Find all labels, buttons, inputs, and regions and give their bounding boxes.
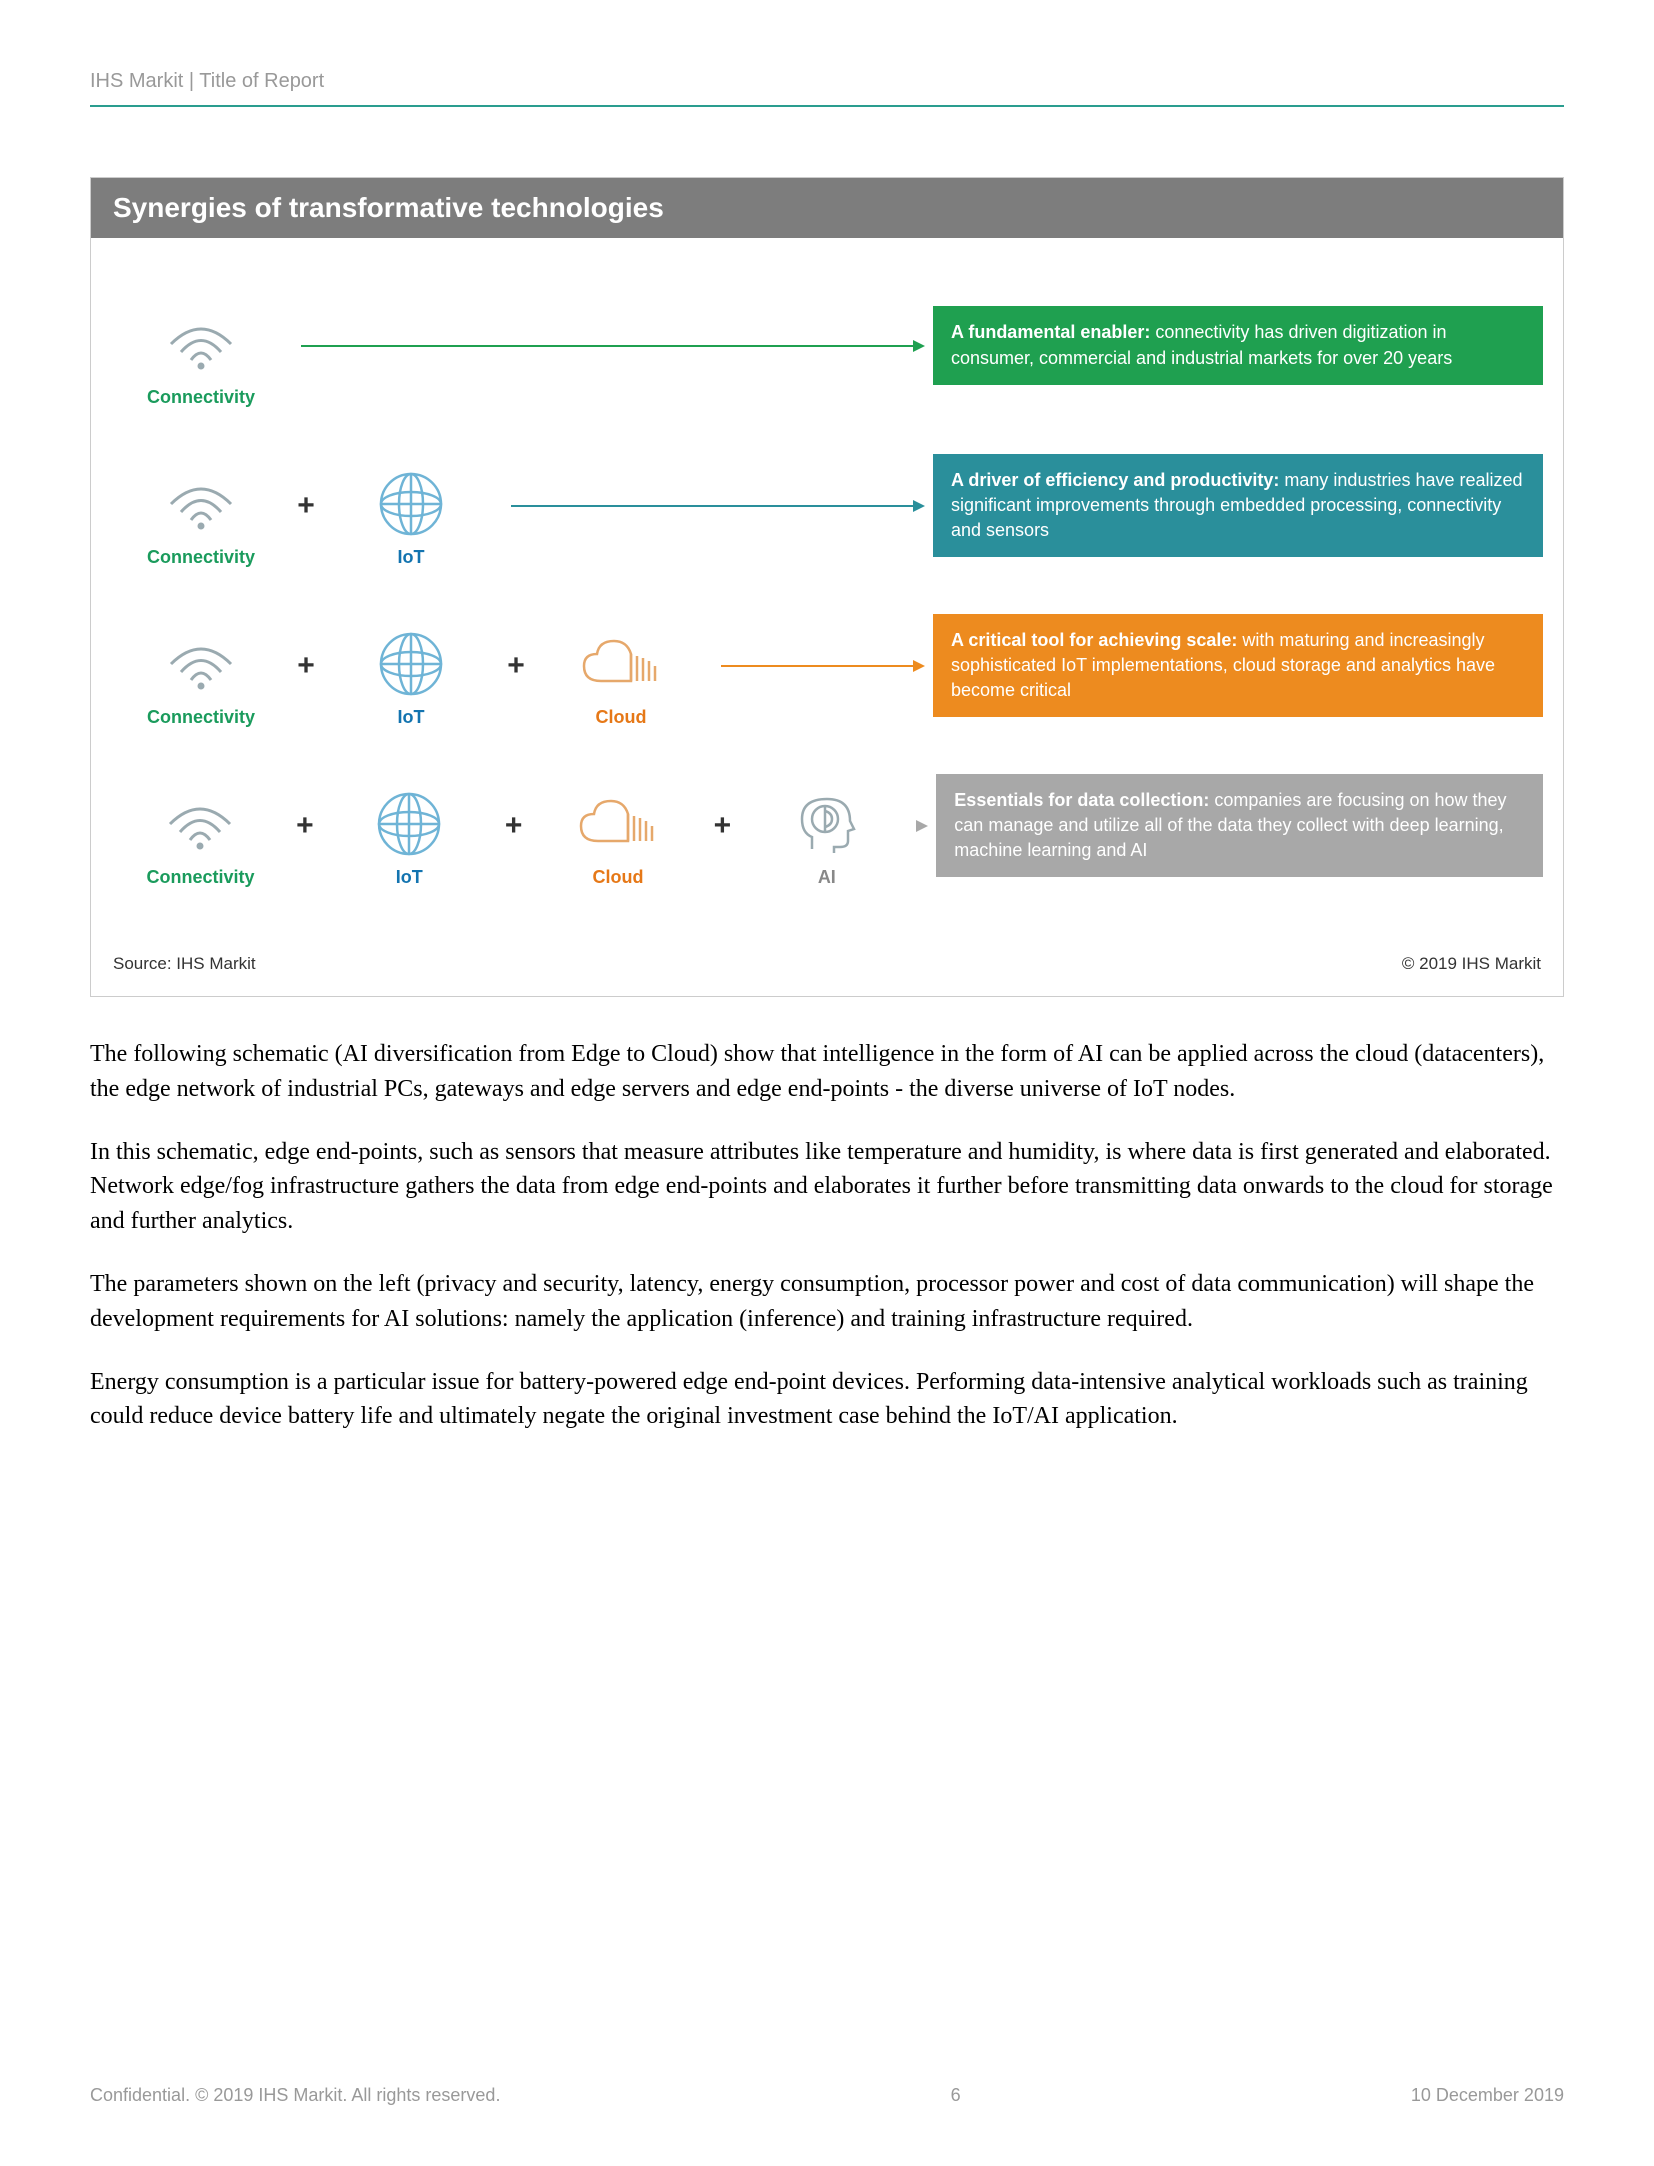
globe-icon: [321, 469, 501, 539]
iot-label: IoT: [321, 707, 501, 728]
plus-icon: +: [290, 809, 320, 843]
tech-connectivity: Connectivity: [111, 469, 291, 568]
diagram-source: Source: IHS Markit: [113, 954, 256, 974]
iot-label: IoT: [320, 867, 499, 888]
desc-box-4: Essentials for data collection: companie…: [936, 774, 1543, 878]
tech-iot: IoT: [321, 469, 501, 568]
cloud-label: Cloud: [531, 707, 711, 728]
footer-center: 6: [951, 2085, 961, 2106]
globe-icon: [321, 629, 501, 699]
paragraph-4: Energy consumption is a particular issue…: [90, 1365, 1564, 1435]
connectivity-label: Connectivity: [111, 707, 291, 728]
diagram-body: Connectivity A fundamental enabler: conn…: [91, 238, 1563, 996]
diagram-footer: Source: IHS Markit © 2019 IHS Markit: [111, 948, 1543, 976]
tech-cloud: Cloud: [531, 629, 711, 728]
plus-icon: +: [708, 809, 738, 843]
desc-box-1: A fundamental enabler: connectivity has …: [933, 306, 1543, 384]
cloud-icon: [531, 629, 711, 699]
ai-head-icon: [737, 789, 916, 859]
diagram-title: Synergies of transformative technologies: [91, 178, 1563, 238]
plus-icon: +: [291, 489, 321, 523]
paragraph-3: The parameters shown on the left (privac…: [90, 1267, 1564, 1337]
tech-iot: IoT: [320, 789, 499, 888]
tech-cloud: Cloud: [529, 789, 708, 888]
wifi-icon: [111, 469, 291, 539]
tech-connectivity: Connectivity: [111, 789, 290, 888]
wifi-icon: [111, 309, 291, 379]
diagram-row-3: Connectivity + IoT + Cloud A critical to…: [111, 618, 1543, 738]
arrow-3: [721, 665, 923, 667]
ai-label: AI: [737, 867, 916, 888]
diagram-row-4: Connectivity + IoT + Cloud +: [111, 778, 1543, 898]
tech-iot: IoT: [321, 629, 501, 728]
desc-bold-4: Essentials for data collection:: [954, 790, 1209, 810]
tech-ai: AI: [737, 789, 916, 888]
paragraph-1: The following schematic (AI diversificat…: [90, 1037, 1564, 1107]
tech-connectivity: Connectivity: [111, 309, 291, 408]
paragraph-2: In this schematic, edge end-points, such…: [90, 1135, 1564, 1239]
cloud-icon: [529, 789, 708, 859]
wifi-icon: [111, 789, 290, 859]
body-text: The following schematic (AI diversificat…: [90, 1037, 1564, 1434]
plus-icon: +: [499, 809, 529, 843]
arrow-1: [301, 345, 923, 347]
diagram-copyright: © 2019 IHS Markit: [1402, 954, 1541, 974]
wifi-icon: [111, 629, 291, 699]
desc-bold-2: A driver of efficiency and productivity:: [951, 470, 1279, 490]
globe-icon: [320, 789, 499, 859]
footer-left: Confidential. © 2019 IHS Markit. All rig…: [90, 2085, 500, 2106]
desc-box-3: A critical tool for achieving scale: wit…: [933, 614, 1543, 718]
connectivity-label: Connectivity: [111, 387, 291, 408]
arrow-2: [511, 505, 923, 507]
desc-bold-1: A fundamental enabler:: [951, 322, 1150, 342]
connectivity-label: Connectivity: [111, 547, 291, 568]
plus-icon: +: [291, 649, 321, 683]
synergies-diagram: Synergies of transformative technologies…: [90, 177, 1564, 997]
iot-label: IoT: [321, 547, 501, 568]
page-footer: Confidential. © 2019 IHS Markit. All rig…: [90, 2085, 1564, 2106]
tech-connectivity: Connectivity: [111, 629, 291, 728]
cloud-label: Cloud: [529, 867, 708, 888]
connectivity-label: Connectivity: [111, 867, 290, 888]
diagram-row-1: Connectivity A fundamental enabler: conn…: [111, 298, 1543, 418]
diagram-row-2: Connectivity + IoT A driver of efficienc…: [111, 458, 1543, 578]
desc-bold-3: A critical tool for achieving scale:: [951, 630, 1237, 650]
plus-icon: +: [501, 649, 531, 683]
page-header: IHS Markit | Title of Report: [90, 70, 1564, 107]
desc-box-2: A driver of efficiency and productivity:…: [933, 454, 1543, 558]
footer-right: 10 December 2019: [1411, 2085, 1564, 2106]
